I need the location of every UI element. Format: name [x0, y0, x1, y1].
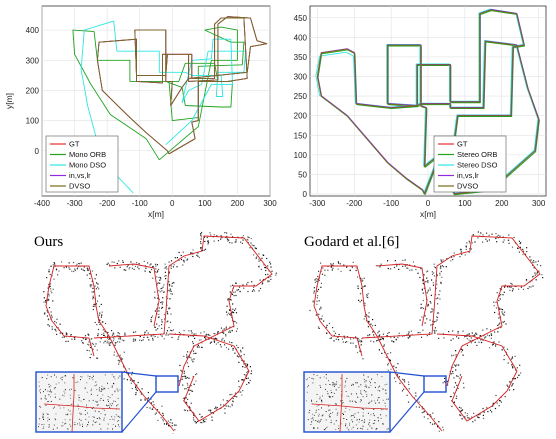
map-title-ours: Ours — [34, 234, 63, 251]
legend-entry: Stereo ORB — [457, 150, 497, 159]
x-tick-label: 100 — [198, 199, 212, 208]
chart-mono: -400 -300 -200 -100 0 100 200 300 0 100 200 300 400 x… — [0, 0, 278, 224]
point-cloud-map-godard — [302, 226, 556, 434]
map-title-godard: Godard et al.[6] — [304, 234, 399, 251]
x-tick-label: 100 — [458, 199, 472, 208]
zoom-connector — [122, 392, 156, 432]
chart-stereo: -300 -200 -100 0 100 200 300 0 50 100 150 200 250 300… — [278, 0, 556, 224]
x-axis-label: x[m] — [420, 209, 436, 219]
y-tick-label: 450 — [294, 14, 308, 23]
x-tick-label: 200 — [495, 199, 509, 208]
y-tick-label: 200 — [26, 86, 40, 95]
x-tick-label: -100 — [383, 199, 400, 208]
x-tick-label: 200 — [231, 199, 245, 208]
y-tick-label: 250 — [294, 92, 308, 101]
y-tick-label: 150 — [294, 131, 308, 140]
legend-entry: DVSO — [457, 182, 478, 191]
x-axis-label: x[m] — [148, 209, 164, 219]
x-tick-label: -100 — [132, 199, 149, 208]
y-tick-label: 300 — [294, 73, 308, 82]
x-tick-label: 300 — [532, 199, 546, 208]
y-tick-label: 0 — [303, 190, 308, 199]
x-tick-label: -300 — [67, 199, 84, 208]
y-tick-label: 300 — [26, 56, 40, 65]
zoom-connector — [122, 372, 156, 376]
legend-entry: Stereo DSO — [457, 161, 498, 170]
x-tick-label: -200 — [99, 199, 116, 208]
y-tick-label: 350 — [294, 53, 308, 62]
trajectory-line — [109, 264, 159, 326]
y-tick-label: 200 — [294, 112, 308, 121]
point-cloud-map-ours — [34, 226, 284, 434]
legend-entry: Mono ORB — [69, 150, 106, 159]
y-tick-label: 100 — [294, 151, 308, 160]
legend-entry: DVSO — [69, 182, 90, 191]
x-tick-label: 300 — [263, 199, 277, 208]
x-tick-label: 0 — [170, 199, 175, 208]
zoom-inset — [36, 372, 122, 432]
legend-entry: GT — [69, 140, 80, 149]
chart-stereo-panel: -300 -200 -100 0 100 200 300 0 50 100 150 200 250 300… — [278, 0, 556, 224]
y-tick-label: 0 — [35, 147, 40, 156]
legend-entry: in,vs,lr — [69, 171, 91, 180]
chart-mono-panel: -400 -300 -200 -100 0 100 200 300 0 100 200 300 400 x… — [0, 0, 278, 224]
zoom-source-box — [156, 376, 178, 392]
y-tick-label: 50 — [298, 170, 307, 179]
y-tick-label: 400 — [294, 33, 308, 42]
y-axis-label: y[m] — [4, 93, 14, 109]
legend-entry: GT — [457, 140, 468, 149]
y-tick-label: 400 — [26, 26, 40, 35]
x-tick-label: 0 — [426, 199, 431, 208]
trajectory-line — [377, 264, 427, 326]
y-tick-label: 100 — [26, 117, 40, 126]
zoom-source-box — [424, 376, 446, 392]
x-tick-label: -400 — [34, 199, 51, 208]
x-tick-label: -200 — [346, 199, 363, 208]
x-tick-label: -300 — [309, 199, 326, 208]
legend-entry: Mono DSO — [69, 161, 106, 170]
map-ours-panel — [34, 226, 284, 434]
legend-entry: in,vs,lr — [457, 171, 479, 180]
zoom-inset — [304, 372, 390, 432]
zoom-connector — [390, 392, 424, 432]
map-godard-panel — [302, 226, 556, 434]
zoom-connector — [390, 372, 424, 376]
